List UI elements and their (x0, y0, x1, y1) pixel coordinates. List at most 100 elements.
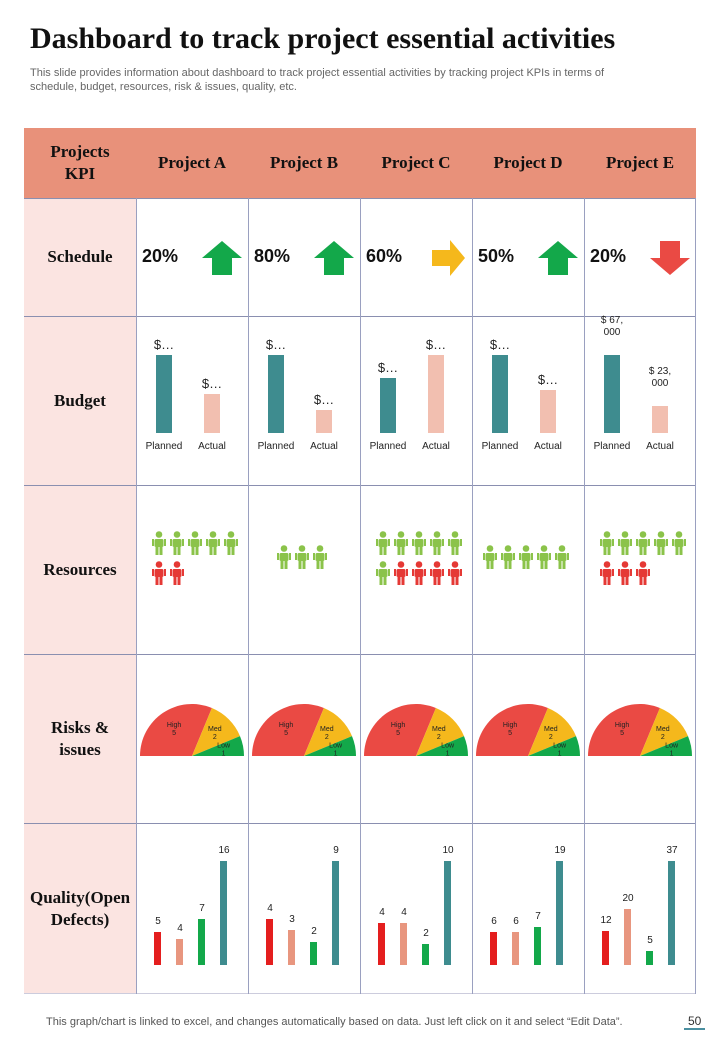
schedule-trend-up-icon (538, 241, 578, 275)
person-head (298, 545, 306, 552)
person-icon-red (636, 561, 650, 585)
quality-bar (310, 942, 317, 965)
budget-planned-bar (156, 355, 172, 433)
person-arm (612, 539, 614, 546)
person-leg (302, 561, 306, 569)
risk-segment-high (588, 704, 660, 756)
person-leg (227, 547, 231, 555)
person-leg (401, 547, 405, 555)
quality-bar (490, 932, 497, 965)
risk-label-name: High (615, 722, 630, 729)
budget-actual-value: $… (201, 376, 223, 391)
person-leg (298, 561, 302, 569)
risk-segment-high (476, 704, 548, 756)
person-leg (621, 577, 625, 585)
risk-label-count: 5 (508, 730, 512, 737)
person-arm (531, 553, 533, 560)
header-row (24, 128, 696, 198)
person-icon-green (448, 531, 462, 555)
person-arm (612, 569, 614, 576)
person-arm (289, 553, 291, 560)
risk-label-name: Low (665, 743, 679, 750)
person-leg (177, 547, 181, 555)
risk-label-name: Low (441, 743, 455, 750)
person-leg (177, 577, 181, 585)
risk-label-name: Med (544, 726, 558, 733)
quality-bar (512, 932, 519, 965)
person-icon-green (376, 531, 390, 555)
person-body (656, 539, 666, 547)
person-leg (562, 561, 566, 569)
person-arm (206, 539, 208, 546)
person-head (504, 545, 512, 552)
person-body (190, 539, 200, 547)
person-head (451, 531, 459, 538)
quality-bar (198, 919, 205, 965)
budget-actual-bar (652, 406, 668, 433)
page-number: 50 (684, 1014, 706, 1030)
person-head (433, 531, 441, 538)
quality-bar-value: 7 (535, 911, 541, 922)
person-icon-red (618, 561, 632, 585)
person-leg (522, 561, 526, 569)
schedule-arrow-shape (202, 241, 242, 275)
person-arm (295, 553, 297, 560)
budget-x-label-actual: Actual (310, 441, 338, 452)
person-icon-green (152, 531, 166, 555)
person-body (414, 569, 424, 577)
person-leg (419, 547, 423, 555)
risk-label-count: 1 (334, 751, 338, 758)
risk-label-text: Low 1 (553, 743, 567, 758)
risk-label-name: Low (329, 743, 343, 750)
footer-note: This graph/chart is linked to excel, and… (46, 1016, 623, 1028)
person-body (602, 539, 612, 547)
person-body (172, 539, 182, 547)
person-arm (200, 539, 202, 546)
quality-bar-value: 3 (289, 914, 295, 925)
quality-bar (154, 932, 161, 965)
person-leg (643, 547, 647, 555)
person-arm (618, 539, 620, 546)
quality-bar-value: 12 (600, 915, 612, 926)
person-head (603, 531, 611, 538)
grid-column-line (695, 198, 696, 994)
risk-label-count: 1 (670, 751, 674, 758)
grid-column-line (360, 198, 361, 994)
budget-planned-bar (380, 378, 396, 433)
risk-label-count: 2 (437, 734, 441, 741)
budget-planned-value: $… (265, 337, 287, 352)
person-icon-green (672, 531, 686, 555)
person-arm (636, 569, 638, 576)
row-label-resources: Resources (24, 485, 136, 654)
person-arm (388, 539, 390, 546)
person-leg (433, 547, 437, 555)
quality-bar (266, 919, 273, 965)
person-head (433, 561, 441, 568)
person-leg (155, 547, 159, 555)
person-arm (600, 539, 602, 546)
person-leg (504, 561, 508, 569)
person-leg (397, 577, 401, 585)
risk-label-count: 1 (446, 751, 450, 758)
risk-label-name: Med (432, 726, 446, 733)
person-head (415, 561, 423, 568)
schedule-arrow-shape (432, 240, 465, 276)
person-body (620, 539, 630, 547)
risk-label-name: High (279, 722, 294, 729)
person-body (539, 553, 549, 561)
person-icon-green (555, 545, 569, 569)
person-body (396, 539, 406, 547)
quality-bar-value: 2 (311, 926, 317, 937)
person-head (639, 561, 647, 568)
person-leg (155, 577, 159, 585)
person-body (172, 569, 182, 577)
person-head (227, 531, 235, 538)
person-leg (639, 577, 643, 585)
risk-label-count: 2 (325, 734, 329, 741)
risk-segment-med (192, 708, 240, 756)
quality-bar-value: 4 (267, 903, 273, 914)
person-body (503, 553, 513, 561)
risk-label-text: Low 1 (441, 743, 455, 758)
